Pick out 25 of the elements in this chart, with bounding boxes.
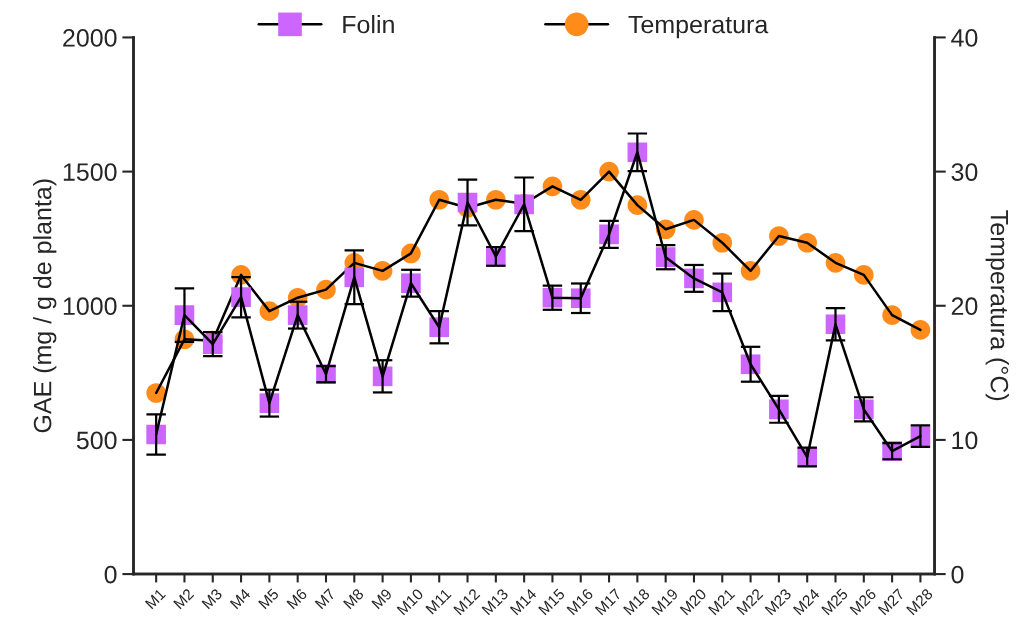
y2-tick-label: 40	[951, 29, 978, 47]
legend-label: Folin	[343, 15, 394, 34]
y-tick-label: 1000	[63, 297, 117, 316]
legend-label: Temperatura	[628, 15, 769, 39]
y2-tick-label: 20	[951, 297, 978, 316]
x-tick-label: M5	[258, 588, 280, 610]
y2-tick-label: 10	[952, 431, 978, 450]
y-axis-title: GAE (mg / g de planta)	[33, 179, 57, 433]
x-tick-label: M9	[371, 588, 393, 610]
x-tick-label: M7	[314, 588, 336, 610]
x-tick-label: M11	[425, 588, 452, 615]
y2-axis-title: Temperatura (°C)	[985, 210, 1009, 401]
y-tick-label: 0	[104, 565, 117, 584]
x-tick-label: M4	[229, 587, 252, 610]
y2-tick-label: 30	[951, 163, 978, 181]
x-tick-label: M1	[144, 588, 166, 610]
y-tick-label: 2000	[63, 29, 117, 47]
x-tick-label: M6	[286, 588, 308, 610]
y-tick-label: 500	[76, 431, 117, 450]
y2-tick-label: 0	[951, 565, 964, 584]
y-tick-label: 1500	[63, 163, 117, 181]
x-tick-label: M8	[342, 588, 365, 610]
x-tick-label: M3	[201, 588, 223, 610]
x-tick-label: M21	[707, 588, 736, 616]
x-tick-label: M2	[173, 588, 195, 610]
